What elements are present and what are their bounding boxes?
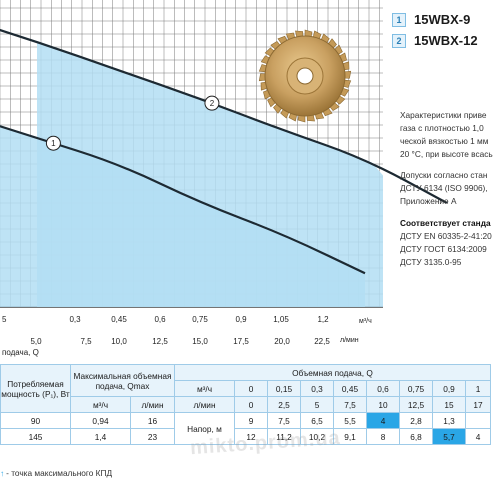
x-bottom-tick-label: 12,5 bbox=[152, 337, 168, 346]
qmax-unit-lmin: л/мин bbox=[130, 396, 175, 413]
flow-lmin-cell: 12,5 bbox=[399, 396, 433, 413]
x-bottom-unit-label: л/мин bbox=[340, 337, 359, 344]
desc-line-4: 20 °С, при высоте всась bbox=[400, 149, 493, 159]
curve-1 bbox=[0, 125, 366, 275]
legend-number-2: 2 bbox=[392, 33, 406, 48]
x-bottom-tick-label: 22,5 bbox=[314, 337, 330, 346]
desc-line-2: газа с плотностью 1,0 bbox=[400, 123, 484, 133]
qmax-m3h-cell: 0,94 bbox=[70, 412, 131, 429]
curve-label-1: 1 bbox=[51, 139, 56, 148]
legend-number-1: 1 bbox=[392, 12, 406, 27]
qmax-unit-m3h: м³/ч bbox=[70, 396, 131, 413]
standards-line-1: ДСТУ EN 60335-2-41:20 bbox=[400, 231, 492, 241]
flow-unit-lmin: л/мин bbox=[174, 396, 235, 413]
head-label: Напор, м bbox=[174, 412, 235, 445]
flow-m3h-cell: 1 bbox=[465, 380, 491, 397]
permits-line-3: Приложение A bbox=[400, 196, 457, 206]
head-cell: 7,5 bbox=[267, 412, 301, 429]
flow-m3h-cell: 0 bbox=[234, 380, 268, 397]
flow-m3h-cell: 0,45 bbox=[333, 380, 367, 397]
head-cell: 9 bbox=[234, 412, 268, 429]
x-top-tick-label: 0,45 bbox=[111, 315, 127, 324]
curve-marker-1 bbox=[45, 135, 61, 151]
flow-m3h-cell: 0,15 bbox=[267, 380, 301, 397]
x-bottom-tick-label: 17,5 bbox=[233, 337, 249, 346]
standards-title: Соответствует станда bbox=[400, 218, 491, 228]
head-cell: 1,3 bbox=[432, 412, 466, 429]
flow-lmin-cell: 17 bbox=[465, 396, 491, 413]
x-axis-label: подача, Q bbox=[2, 348, 39, 357]
flow-m3h-cell: 0,6 bbox=[366, 380, 400, 397]
head-cell: 2,8 bbox=[399, 412, 433, 429]
desc-line-1: Характеристики приве bbox=[400, 110, 487, 120]
curve-2 bbox=[0, 28, 448, 204]
flow-lmin-cell: 5 bbox=[300, 396, 334, 413]
permits-line-2: ДСТУ 6134 (ISO 9906), bbox=[400, 183, 488, 193]
permits-line-1: Допуски согласно стан bbox=[400, 170, 488, 180]
flow-lmin-cell: 0 bbox=[234, 396, 268, 413]
flow-header: Объемная подача, Q bbox=[174, 364, 491, 381]
flow-m3h-cell: 0,75 bbox=[399, 380, 433, 397]
head-cell-max-efficiency: 4 bbox=[366, 412, 400, 429]
x-bottom-tick-label: 7,5 bbox=[80, 337, 92, 346]
curve-label-2: 2 bbox=[210, 99, 215, 108]
table-row: 90 0,94 16 Напор, м 9 7,5 6,5 5,5 4 2,8 … bbox=[0, 412, 491, 445]
flow-m3h-cell: 0,9 bbox=[432, 380, 466, 397]
standards-line-3: ДСТУ 3135.0-95 bbox=[400, 257, 462, 267]
head-cell: 6,8 bbox=[399, 428, 433, 445]
legend-item-2: 2 15WBX-12 bbox=[392, 32, 478, 48]
x-top-tick-label: 1,05 bbox=[273, 315, 289, 324]
pump-curves: 12 bbox=[0, 28, 448, 275]
x-bottom-tick-label: 20,0 bbox=[274, 337, 290, 346]
pump-chart: 12 50,30,450,60,750,91,051,21,35м³/ч5,07… bbox=[0, 0, 448, 357]
head-cell bbox=[465, 412, 491, 429]
standards-line-2: ДСТУ ГОСТ 6134:2009 bbox=[400, 244, 487, 254]
head-cell: 8 bbox=[366, 428, 400, 445]
x-top-tick-label: 0,3 bbox=[69, 315, 81, 324]
qmax-header: Максимальная объемная подача, Qmax bbox=[70, 364, 175, 397]
power-header: Потребляемая мощность (P₁), Вт bbox=[0, 364, 71, 413]
desc-line-3: ческой вязкостью 1 мм bbox=[400, 136, 489, 146]
impeller-image bbox=[258, 29, 352, 123]
x-top-tick-label: 0,9 bbox=[235, 315, 247, 324]
qmax-m3h-cell: 1,4 bbox=[70, 428, 131, 445]
head-cell-max-efficiency: 5,7 bbox=[432, 428, 466, 445]
qmax-lmin-cell: 23 bbox=[130, 428, 175, 445]
x-top-unit-label: м³/ч bbox=[359, 318, 372, 325]
x-bottom-tick-label: 10,0 bbox=[111, 337, 127, 346]
spec-table: Потребляемая мощность (P₁), Вт Максималь… bbox=[0, 364, 491, 445]
flow-lmin-cell: 2,5 bbox=[267, 396, 301, 413]
x-bottom-tick-label: 5,0 bbox=[30, 337, 42, 346]
footnote: ↑ - точка максимального КПД bbox=[0, 468, 112, 478]
x-top-tick-label: 5 bbox=[2, 315, 7, 324]
x-bottom-tick-label: 15,0 bbox=[192, 337, 208, 346]
power-cell: 90 bbox=[0, 412, 71, 429]
x-top-tick-label: 0,6 bbox=[154, 315, 166, 324]
legend-model-1: 15WBX-9 bbox=[414, 12, 471, 28]
flow-lmin-cell: 10 bbox=[366, 396, 400, 413]
legend-item-1: 1 15WBX-9 bbox=[392, 11, 470, 27]
flow-lmin-cell: 15 bbox=[432, 396, 466, 413]
head-cell: 11,2 bbox=[267, 428, 301, 445]
table-row: 145 1,4 23 12 11,2 10,2 9,1 8 6,8 5,7 4 bbox=[0, 428, 491, 445]
flow-m3h-cell: 0,3 bbox=[300, 380, 334, 397]
curve-marker-2 bbox=[204, 95, 220, 111]
flow-unit-m3h: м³/ч bbox=[174, 380, 235, 397]
flow-lmin-cell: 7,5 bbox=[333, 396, 367, 413]
head-cell: 6,5 bbox=[300, 412, 334, 429]
legend-model-2: 15WBX-12 bbox=[414, 33, 478, 49]
head-cell: 4 bbox=[465, 428, 491, 445]
x-top-tick-label: 1,2 bbox=[317, 315, 329, 324]
x-top-tick-label: 0,75 bbox=[192, 315, 208, 324]
axis-labels: 50,30,450,60,750,91,051,21,35м³/ч5,07,51… bbox=[2, 315, 372, 357]
power-cell: 145 bbox=[0, 428, 71, 445]
max-efficiency-marker-icon: ↑ bbox=[0, 468, 5, 478]
footnote-text: - точка максимального КПД bbox=[6, 468, 113, 478]
qmax-lmin-cell: 16 bbox=[130, 412, 175, 429]
